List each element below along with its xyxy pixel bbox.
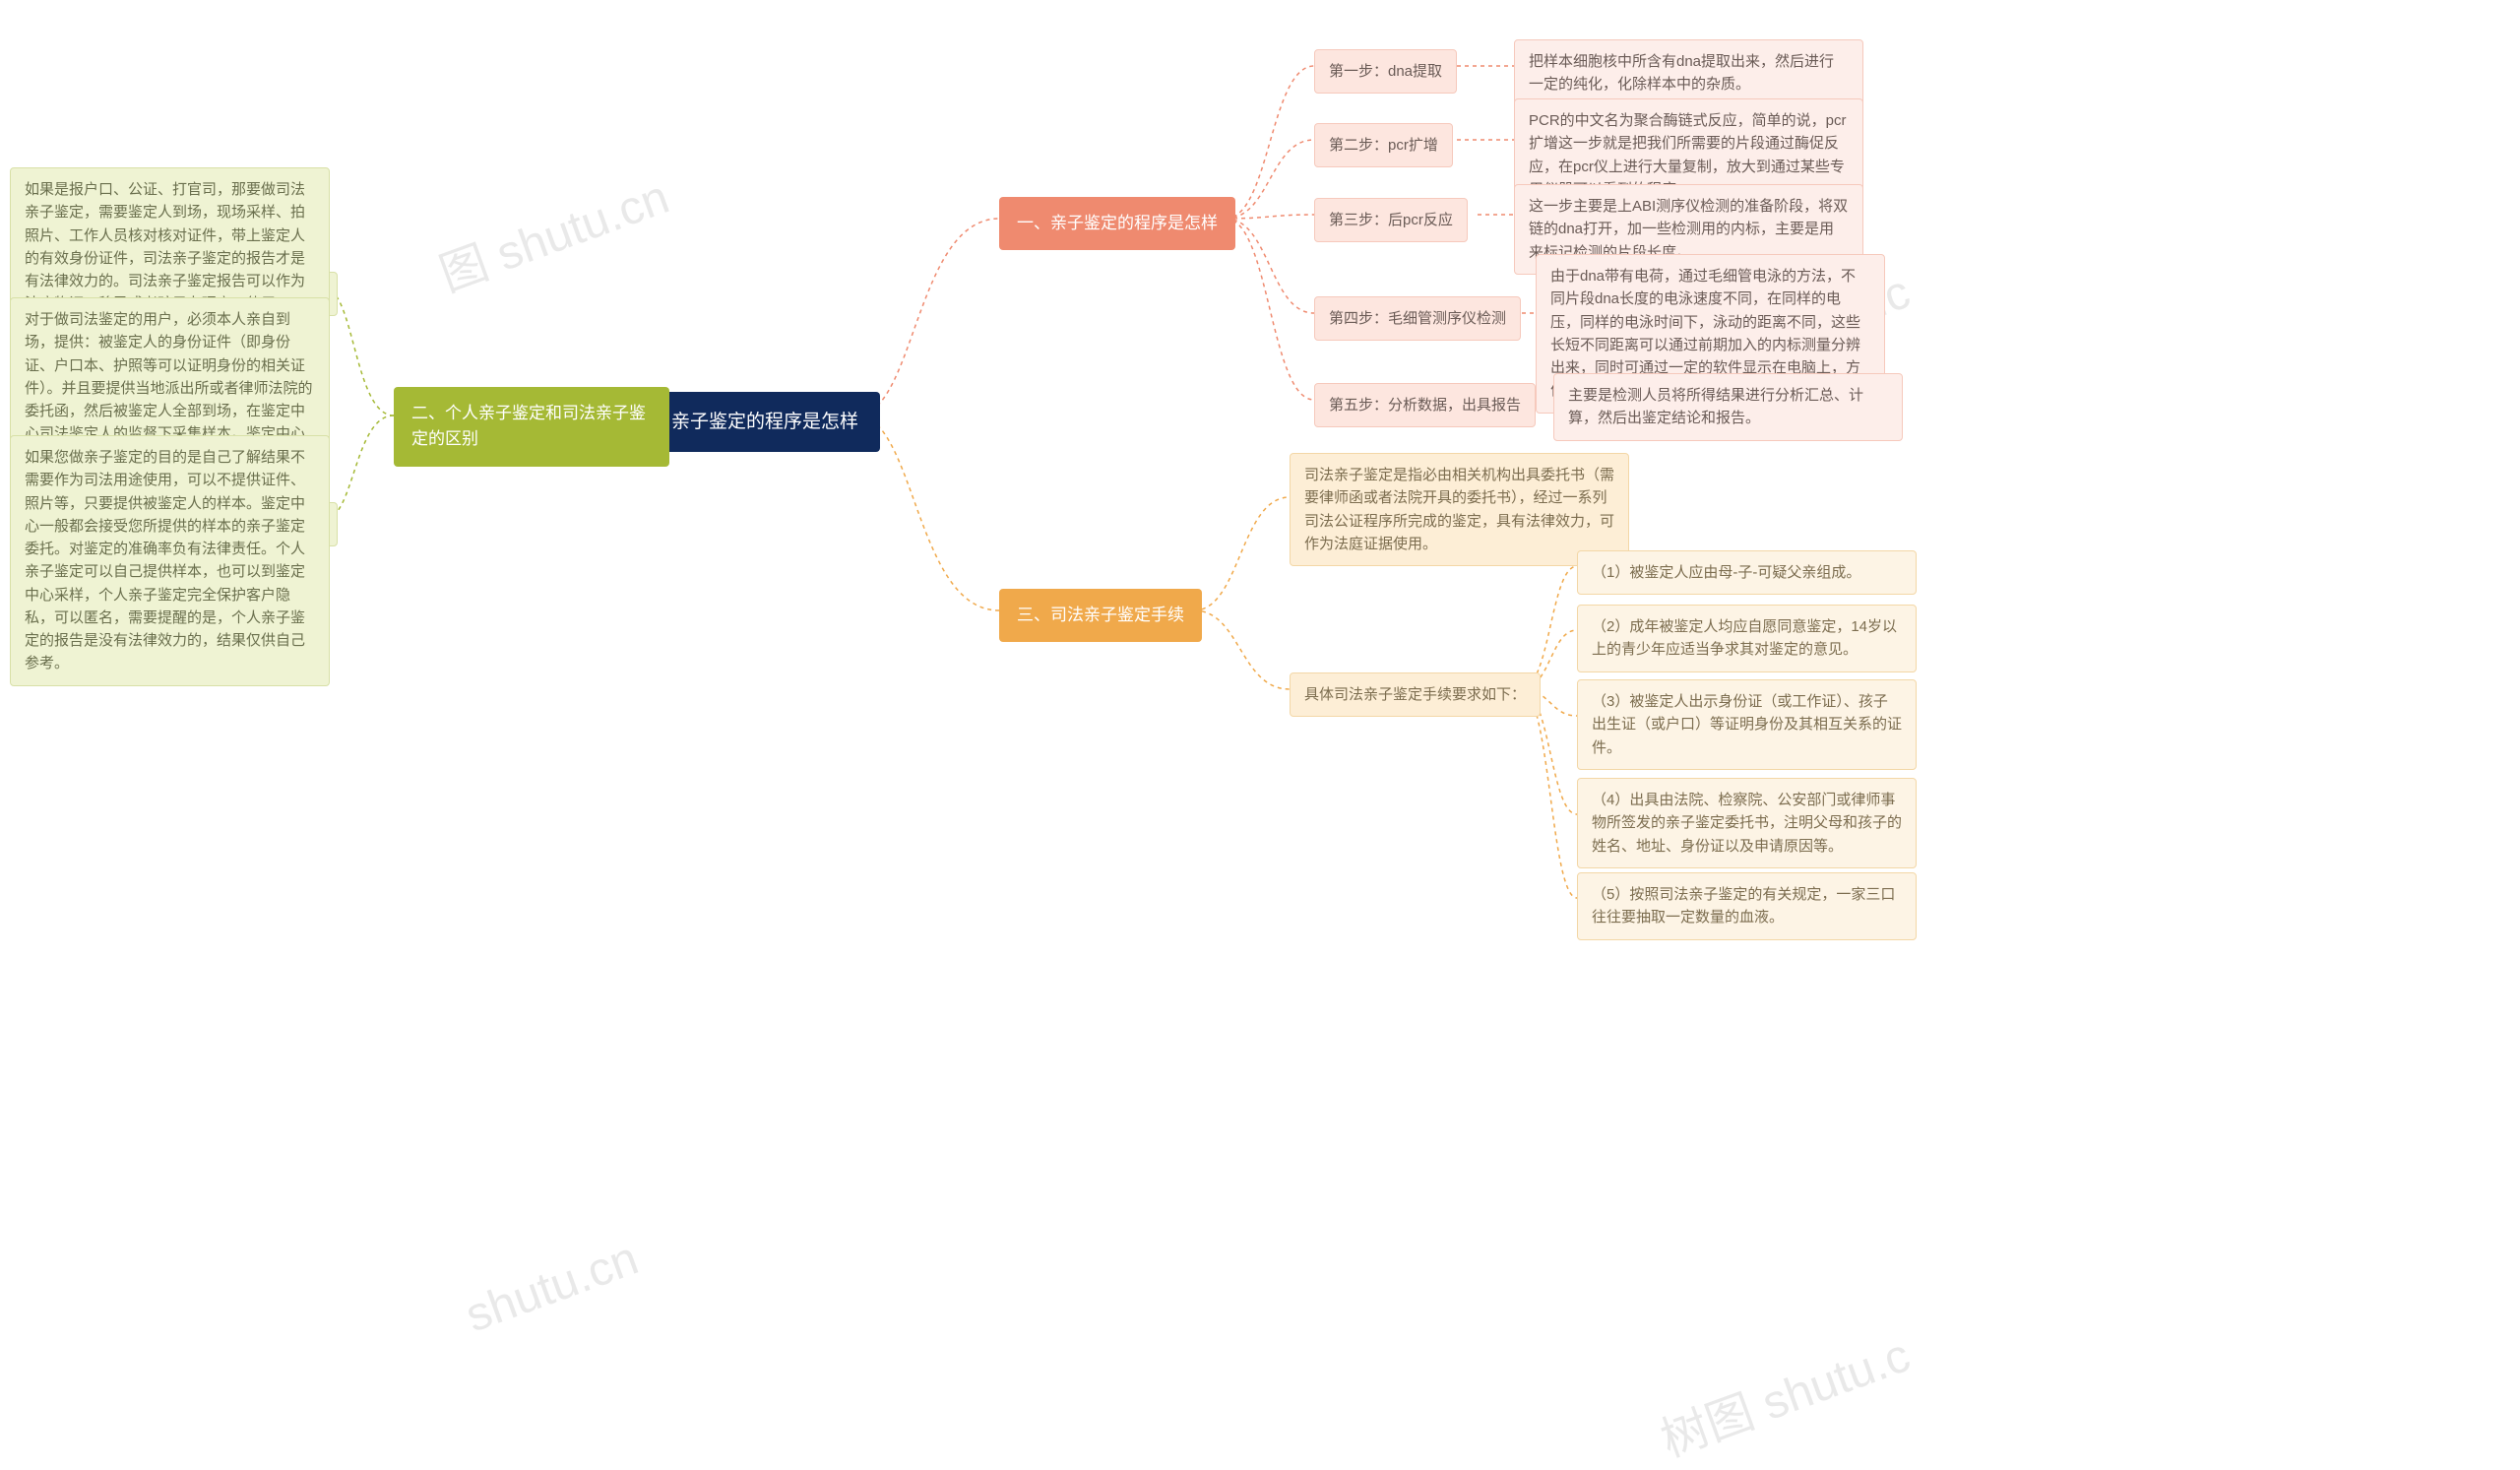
b1-step-2: 第二步：pcr扩增: [1314, 123, 1453, 167]
b3-req-5: （5）按照司法亲子鉴定的有关规定，一家三口往往要抽取一定数量的血液。: [1577, 872, 1917, 940]
b3-req-4: （4）出具由法院、检察院、公安部门或律师事物所签发的亲子鉴定委托书，注明父母和孩…: [1577, 778, 1917, 868]
b2-desc-2a: 如果您做亲子鉴定的目的是自己了解结果不需要作为司法用途使用，可以不提供证件、照片…: [10, 435, 330, 686]
b1-step-3: 第三步：后pcr反应: [1314, 198, 1468, 242]
root-node: 亲子鉴定的程序是怎样: [650, 392, 880, 452]
b3-req-3: （3）被鉴定人出示身份证（或工作证）、孩子出生证（或户口）等证明身份及其相互关系…: [1577, 679, 1917, 770]
b1-step-5: 第五步：分析数据，出具报告: [1314, 383, 1536, 427]
b3-req-2: （2）成年被鉴定人均应自愿同意鉴定，14岁以上的青少年应适当争求其对鉴定的意见。: [1577, 605, 1917, 672]
branch-1: 一、亲子鉴定的程序是怎样: [999, 197, 1235, 250]
b1-desc-1: 把样本细胞核中所含有dna提取出来，然后进行一定的纯化，化除样本中的杂质。: [1514, 39, 1863, 107]
branch-2: 二、个人亲子鉴定和司法亲子鉴定的区别: [394, 387, 669, 467]
b3-req-1: （1）被鉴定人应由母-子-可疑父亲组成。: [1577, 550, 1917, 595]
b3-intro: 司法亲子鉴定是指必由相关机构出具委托书（需要律师函或者法院开具的委托书），经过一…: [1290, 453, 1629, 566]
connector-layer: [0, 0, 2520, 1467]
b3-req-label: 具体司法亲子鉴定手续要求如下：: [1290, 672, 1541, 717]
branch-3: 三、司法亲子鉴定手续: [999, 589, 1202, 642]
b1-step-1: 第一步：dna提取: [1314, 49, 1457, 94]
b1-desc-5: 主要是检测人员将所得结果进行分析汇总、计算，然后出鉴定结论和报告。: [1553, 373, 1903, 441]
b1-step-4: 第四步：毛细管测序仪检测: [1314, 296, 1521, 341]
